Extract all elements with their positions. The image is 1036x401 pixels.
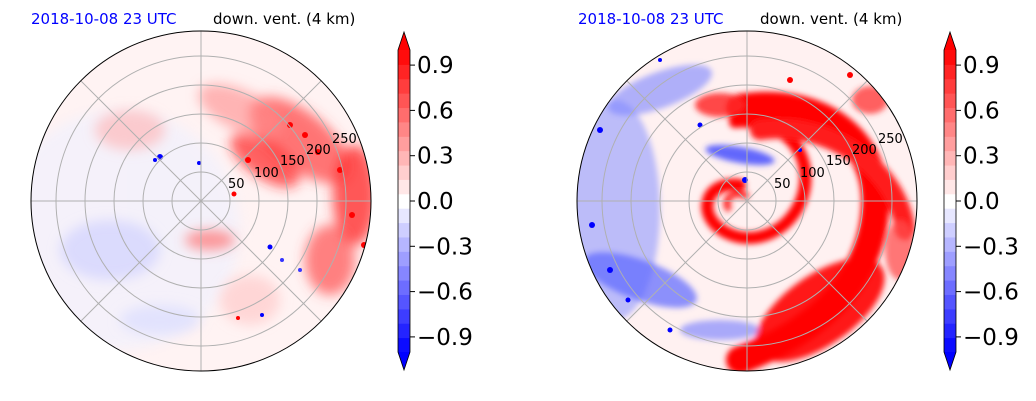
colorbar-band (944, 165, 956, 180)
panel-1-frame (30, 30, 372, 372)
colorbar-band (398, 265, 410, 281)
panel-2-rtick-250: 250 (878, 132, 903, 147)
colorbar-tick-label: 0.6 (963, 98, 1000, 124)
colorbar-band (944, 64, 956, 80)
colorbar-extend-min (398, 352, 410, 370)
colorbar-band (944, 193, 956, 209)
colorbar-band (944, 136, 956, 152)
colorbar-tick-label: −0.3 (963, 234, 1019, 260)
panel-2-rtick-100: 100 (800, 166, 825, 181)
colorbar-band (944, 323, 956, 339)
colorbar-band (944, 121, 956, 137)
colorbar-band (398, 222, 410, 238)
colorbar-band (944, 93, 956, 109)
panel-1-rtick-150: 150 (280, 154, 305, 169)
colorbar-tick-label: 0.6 (417, 98, 454, 124)
colorbar-band (398, 136, 410, 152)
panel-2-plot (577, 31, 917, 371)
colorbar-band (944, 251, 956, 267)
panel-2-rtick-200: 200 (852, 143, 877, 158)
colorbar-band (944, 208, 956, 224)
colorbar-tick-label: 0.3 (963, 144, 1000, 170)
panel-2-colorbar-ticks: 0.9 0.6 0.3 0.0 −0.3 −0.6 −0.9 (956, 53, 1019, 351)
colorbar-band (944, 107, 956, 123)
panel-2-title-right: down. vent. (4 km) (760, 10, 902, 28)
panel-1-title-left: 2018-10-08 23 UTC (31, 10, 177, 28)
colorbar-outline (397, 30, 411, 372)
panel-2-colorbar-bands (943, 30, 957, 372)
colorbar-band (944, 78, 956, 94)
panel-2-frame (576, 30, 918, 372)
panel-2-field (577, 64, 915, 371)
panel-2-rtick-150: 150 (826, 154, 851, 169)
colorbar-band (944, 150, 956, 166)
panel-2: 2018-10-08 23 UTC down. vent. (4 km) (576, 10, 1019, 372)
colorbar-band (398, 294, 410, 310)
colorbar-tick-label: −0.9 (417, 325, 473, 351)
colorbar-band (398, 337, 410, 353)
colorbar-band (944, 50, 956, 65)
panel-2-colorbar: 0.9 0.6 0.3 0.0 −0.3 −0.6 −0.9 (943, 30, 1019, 372)
colorbar-band (398, 280, 410, 295)
colorbar-extend-min (944, 352, 956, 370)
colorbar-band (944, 236, 956, 252)
panel-1-rtick-250: 250 (332, 132, 357, 147)
panel-1-colorbar-bands (397, 30, 411, 372)
colorbar-tick-label: −0.6 (963, 280, 1019, 306)
colorbar-band (398, 78, 410, 94)
colorbar-band (398, 150, 410, 166)
panel-2-rtick-50: 50 (774, 177, 791, 192)
panel-2-radial-labels: 50 100 150 200 250 (774, 132, 903, 192)
colorbar-band (944, 308, 956, 324)
colorbar-band (944, 222, 956, 238)
colorbar-band (944, 179, 956, 195)
colorbar-tick-label: 0.3 (417, 144, 454, 170)
colorbar-band (944, 265, 956, 281)
colorbar-band (398, 107, 410, 123)
colorbar-band (398, 121, 410, 137)
colorbar-outline (943, 30, 957, 372)
colorbar-band (398, 64, 410, 80)
panel-1-plot (31, 31, 371, 371)
panel-1-rtick-50: 50 (228, 177, 245, 192)
colorbar-band (398, 323, 410, 339)
panel-1-rtick-200: 200 (306, 143, 331, 158)
colorbar-extend-max (398, 32, 410, 50)
colorbar-band (398, 179, 410, 195)
panel-2-title-left: 2018-10-08 23 UTC (578, 10, 724, 28)
panel-1-colorbar: 0.9 0.6 0.3 0.0 −0.3 −0.6 −0.9 (397, 30, 473, 372)
colorbar-tick-label: 0.9 (417, 53, 454, 79)
colorbar-tick-label: −0.9 (963, 325, 1019, 351)
colorbar-band (398, 93, 410, 109)
panel-1-radial-labels: 50 100 150 200 250 (228, 132, 357, 192)
colorbar-band (398, 193, 410, 209)
panel-1: 2018-10-08 23 UTC down. vent. (4 km) (30, 10, 473, 372)
colorbar-band (398, 165, 410, 180)
panel-1-title-right: down. vent. (4 km) (213, 10, 355, 28)
colorbar-tick-label: 0.0 (417, 189, 454, 215)
colorbar-band (398, 308, 410, 324)
colorbar-band (398, 251, 410, 267)
colorbar-tick-label: −0.6 (417, 280, 473, 306)
panel-1-rtick-100: 100 (254, 166, 279, 181)
colorbar-band (398, 50, 410, 65)
panel-1-speckles (153, 122, 367, 320)
colorbar-tick-label: −0.3 (417, 234, 473, 260)
colorbar-band (944, 294, 956, 310)
colorbar-band (944, 337, 956, 353)
panel-1-grid (31, 31, 371, 371)
colorbar-extend-max (944, 32, 956, 50)
colorbar-band (398, 208, 410, 224)
colorbar-band (944, 280, 956, 295)
colorbar-band (398, 236, 410, 252)
panel-1-field (60, 83, 371, 335)
panel-1-colorbar-ticks: 0.9 0.6 0.3 0.0 −0.3 −0.6 −0.9 (410, 53, 473, 351)
panel-2-grid (577, 31, 917, 371)
colorbar-tick-label: 0.9 (963, 53, 1000, 79)
colorbar-tick-label: 0.0 (963, 189, 1000, 215)
